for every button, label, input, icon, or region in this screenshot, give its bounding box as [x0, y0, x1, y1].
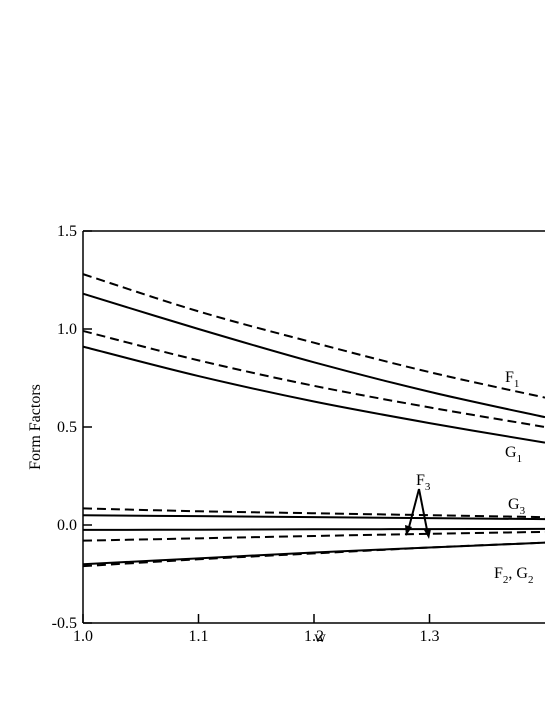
annotation-text: , G [508, 565, 528, 582]
annotation-text: F [416, 472, 425, 489]
annotation-text: F [505, 369, 514, 386]
x-axis-label: w [314, 629, 326, 646]
line [82, 273, 545, 399]
y-tick-label: 1.5 [57, 223, 77, 240]
line [82, 541, 545, 568]
annotation: G3 [508, 496, 526, 517]
annotation: F3 [416, 472, 431, 493]
y-tick-label: 0.5 [57, 419, 77, 436]
annotation-subscript: 3 [520, 505, 526, 517]
annotation-subscript: 3 [425, 481, 431, 493]
line [82, 530, 545, 542]
y-tick-label: 1.0 [57, 321, 77, 338]
line [82, 514, 545, 521]
x-tick-label: 1.2 [304, 628, 324, 645]
annotation-text: F [494, 565, 503, 582]
y-tick-label: -0.5 [52, 615, 77, 632]
x-tick-label: 1.1 [189, 628, 209, 645]
line [82, 527, 545, 531]
x-tick-label: 1.0 [73, 628, 93, 645]
annotation-subscript: 2 [503, 574, 509, 586]
annotation-text: G [508, 496, 520, 513]
line [82, 345, 545, 444]
annotation: G1 [505, 444, 522, 465]
annotation: F2, G2 [494, 565, 533, 586]
f3-arrows [407, 488, 429, 536]
annotation-subscript: 1 [514, 378, 520, 390]
line [82, 292, 545, 419]
y-axis-label: Form Factors [27, 384, 44, 470]
line [82, 507, 545, 519]
annotation-subscript: 2 [528, 574, 534, 586]
y-tick-label: 0.0 [57, 517, 77, 534]
x-tick-label: 1.3 [420, 628, 440, 645]
annotation-text: G [505, 444, 517, 461]
line [82, 329, 545, 428]
annotation-subscript: 1 [517, 453, 523, 465]
annotation: F1 [505, 369, 519, 390]
